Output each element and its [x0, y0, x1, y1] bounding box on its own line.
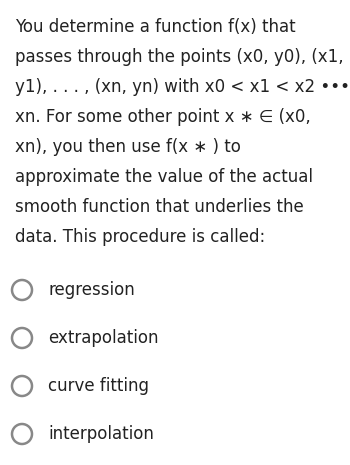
- Text: You determine a function f(x) that: You determine a function f(x) that: [15, 18, 296, 36]
- Text: regression: regression: [48, 281, 135, 299]
- Text: interpolation: interpolation: [48, 425, 154, 443]
- Text: data. This procedure is called:: data. This procedure is called:: [15, 228, 265, 246]
- Text: passes through the points (x0, y0), (x1,: passes through the points (x0, y0), (x1,: [15, 48, 344, 66]
- Text: curve fitting: curve fitting: [48, 377, 149, 395]
- Text: extrapolation: extrapolation: [48, 329, 159, 347]
- Text: approximate the value of the actual: approximate the value of the actual: [15, 168, 313, 186]
- Text: y1), . . . , (xn, yn) with x0 < x1 < x2 ••• <: y1), . . . , (xn, yn) with x0 < x1 < x2 …: [15, 78, 350, 96]
- Text: smooth function that underlies the: smooth function that underlies the: [15, 198, 304, 216]
- Text: xn), you then use f(x ∗ ) to: xn), you then use f(x ∗ ) to: [15, 138, 241, 156]
- Text: xn. For some other point x ∗ ∈ (x0,: xn. For some other point x ∗ ∈ (x0,: [15, 108, 311, 126]
